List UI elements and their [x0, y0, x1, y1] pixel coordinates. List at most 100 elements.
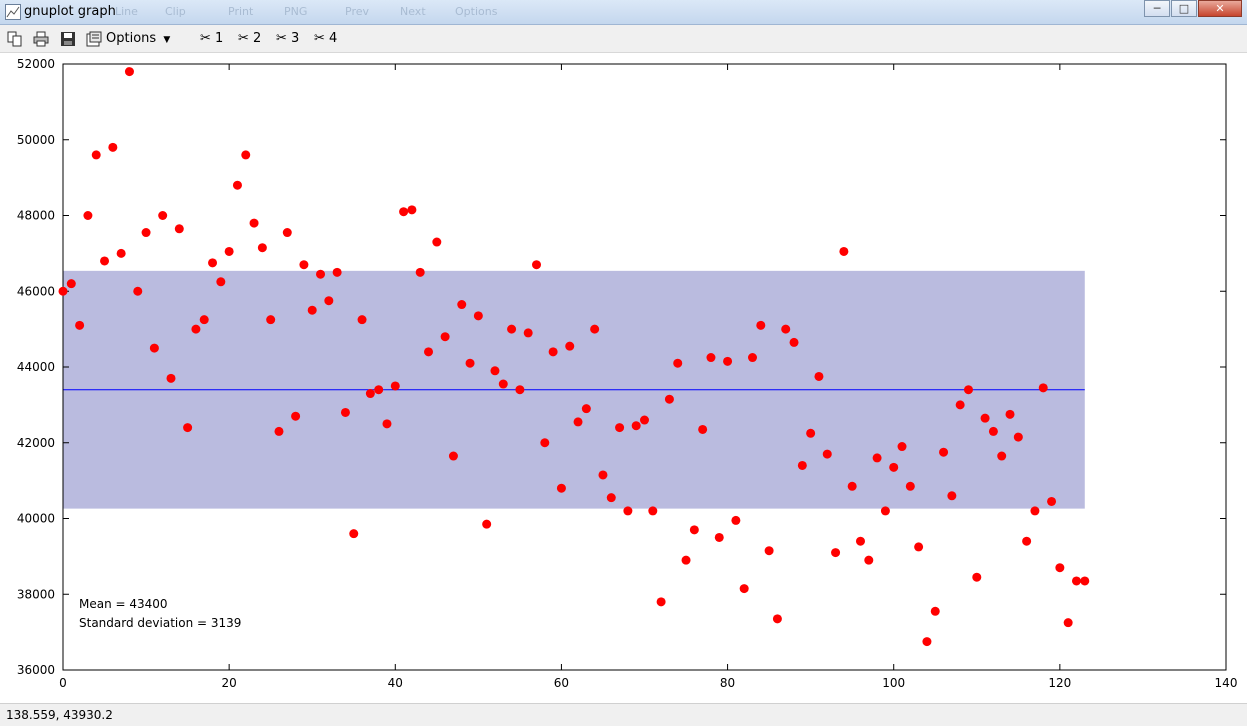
data-point	[615, 423, 625, 433]
ghost-toolbar-png: PNG	[284, 5, 308, 18]
x-tick-label: 140	[1215, 676, 1238, 690]
options-icon[interactable]	[86, 31, 102, 47]
y-tick-label: 38000	[17, 587, 55, 601]
data-point	[789, 337, 799, 347]
data-point	[689, 525, 699, 535]
data-point	[374, 385, 384, 395]
scissors-icon: ✂	[314, 31, 325, 46]
data-point	[631, 421, 641, 431]
grid-toggle-2[interactable]: ✂ 2	[238, 30, 261, 48]
data-point	[556, 483, 566, 493]
data-point	[889, 462, 899, 472]
data-point	[747, 353, 757, 363]
data-point	[282, 228, 292, 238]
plot-area[interactable]: Mean = 43400 Standard deviation = 3139 0…	[0, 53, 1247, 703]
data-point	[457, 300, 467, 310]
data-point	[806, 428, 816, 438]
stddev-annotation: Standard deviation = 3139	[79, 616, 241, 630]
data-point	[340, 407, 350, 417]
data-point	[100, 256, 110, 266]
data-point	[988, 426, 998, 436]
data-point	[905, 481, 915, 491]
data-point	[66, 279, 76, 289]
data-point	[1055, 563, 1065, 573]
grid-toggle-1[interactable]: ✂ 1	[200, 30, 223, 48]
data-point	[1022, 536, 1032, 546]
data-point	[415, 267, 425, 277]
ghost-toolbar-prev: Prev	[345, 5, 369, 18]
grid-toggle-label: 3	[291, 31, 300, 46]
data-point	[58, 286, 68, 296]
data-point	[864, 555, 874, 565]
data-point	[257, 243, 267, 253]
data-point	[997, 451, 1007, 461]
minimize-icon: ─	[1153, 2, 1161, 15]
x-tick-label: 100	[882, 676, 905, 690]
ghost-toolbar-clip: Clip	[165, 5, 186, 18]
scissors-icon: ✂	[276, 31, 287, 46]
options-menu-button[interactable]: Options ▼	[106, 30, 170, 48]
options-label: Options	[106, 31, 157, 46]
data-point	[565, 341, 575, 351]
close-button[interactable]: ✕	[1198, 0, 1242, 17]
x-tick-label: 60	[554, 676, 569, 690]
data-point	[141, 228, 151, 238]
grid-toggle-3[interactable]: ✂ 3	[276, 30, 299, 48]
data-point	[199, 315, 209, 325]
data-point	[133, 286, 143, 296]
maximize-button[interactable]: □	[1171, 0, 1197, 17]
data-point	[440, 332, 450, 342]
save-icon[interactable]	[60, 31, 76, 47]
data-point	[606, 493, 616, 503]
y-tick-label: 40000	[17, 512, 55, 526]
print-icon[interactable]	[33, 31, 49, 47]
chevron-down-icon: ▼	[163, 35, 171, 45]
data-point	[540, 438, 550, 448]
y-tick-label: 44000	[17, 360, 55, 374]
data-point	[224, 246, 234, 256]
data-point	[158, 211, 168, 220]
data-point	[83, 211, 93, 220]
x-tick-label: 20	[222, 676, 237, 690]
cursor-coordinates: 138.559, 43930.2	[6, 708, 113, 722]
data-point	[847, 481, 857, 491]
data-point	[548, 347, 558, 357]
y-tick-label: 50000	[17, 133, 55, 147]
close-icon: ✕	[1215, 2, 1225, 15]
scissors-icon: ✂	[238, 31, 249, 46]
scatter-chart: Mean = 43400 Standard deviation = 3139 0…	[17, 57, 1238, 690]
x-tick-label: 0	[59, 676, 67, 690]
data-point	[972, 572, 982, 582]
data-point	[897, 442, 907, 452]
data-point	[656, 597, 666, 607]
data-point	[1038, 383, 1048, 393]
grid-toggle-label: 2	[253, 31, 262, 46]
data-point	[232, 180, 242, 190]
data-point	[698, 424, 708, 434]
data-point	[855, 536, 865, 546]
minimize-button[interactable]: ─	[1144, 0, 1170, 17]
data-point	[772, 614, 782, 624]
grid-toggle-4[interactable]: ✂ 4	[314, 30, 337, 48]
data-point	[299, 260, 309, 270]
data-point	[515, 385, 525, 395]
data-point	[241, 150, 251, 160]
data-point	[673, 358, 683, 368]
data-point	[1030, 506, 1040, 516]
data-point	[664, 394, 674, 404]
data-point	[930, 606, 940, 616]
data-point	[756, 320, 766, 330]
data-point	[1071, 576, 1081, 586]
data-point	[174, 224, 184, 234]
data-point	[357, 315, 367, 325]
data-point	[739, 584, 749, 594]
data-point	[249, 218, 259, 228]
ghost-toolbar-next: Next	[400, 5, 426, 18]
data-point	[623, 506, 633, 516]
copy-icon[interactable]	[7, 31, 23, 47]
data-point	[490, 366, 500, 376]
data-point	[914, 542, 924, 552]
data-point	[116, 248, 126, 258]
data-point	[448, 451, 458, 461]
data-point	[399, 207, 409, 217]
